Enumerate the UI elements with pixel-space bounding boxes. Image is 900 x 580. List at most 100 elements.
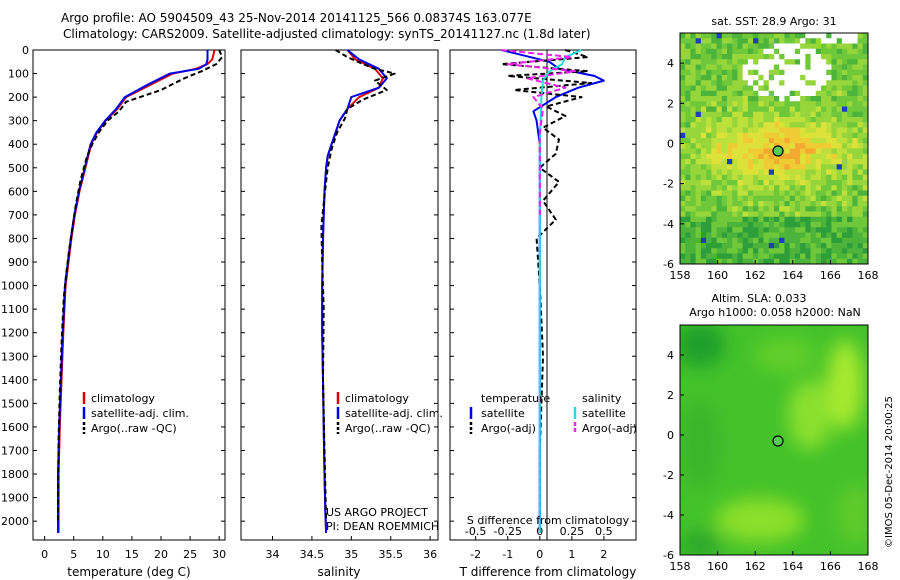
sst-cell bbox=[857, 185, 864, 191]
sst-cell bbox=[841, 195, 848, 202]
sst-cell bbox=[721, 132, 728, 139]
sst-cell bbox=[815, 48, 822, 55]
sst-cell bbox=[789, 132, 796, 139]
sst-cell bbox=[716, 117, 723, 123]
sst-cell bbox=[737, 127, 744, 134]
sla-map-subtitle: Argo h1000: 0.058 h2000: NaN bbox=[689, 306, 861, 319]
sst-cell bbox=[857, 101, 864, 107]
temperature-ytick-label-1100: 1100 bbox=[1, 303, 29, 316]
sst-cell bbox=[800, 59, 806, 65]
sst-cell bbox=[700, 64, 707, 71]
sst-cell bbox=[800, 43, 806, 50]
sst-cell bbox=[680, 80, 686, 86]
temperature-x-ticks: 0 5 10 15 20 25 30 bbox=[41, 536, 226, 561]
sst-cell bbox=[763, 96, 770, 102]
sst-cell bbox=[721, 195, 728, 202]
sst-cell bbox=[779, 85, 785, 92]
sst-cell bbox=[680, 127, 686, 134]
sst-cell bbox=[789, 101, 796, 107]
sst-cell bbox=[685, 153, 691, 160]
sst-cell bbox=[695, 211, 702, 218]
temperature-ytick-label-0: 0 bbox=[22, 44, 29, 57]
sst-cell bbox=[690, 80, 697, 86]
sst-cell bbox=[742, 227, 749, 233]
sst-cell bbox=[695, 96, 702, 102]
sst-cell bbox=[836, 54, 843, 60]
sst-cell bbox=[685, 33, 691, 39]
sst-cell bbox=[747, 117, 754, 123]
sst-cell bbox=[711, 195, 717, 202]
sst-cell bbox=[711, 243, 717, 249]
sst-cell bbox=[721, 69, 728, 76]
sst-cell bbox=[800, 132, 806, 139]
sst-cell bbox=[789, 106, 796, 113]
sst-cell bbox=[753, 80, 759, 86]
sst-cell bbox=[805, 38, 811, 44]
sst-cell bbox=[690, 227, 697, 233]
sla-map-ytick-label-0: 0 bbox=[667, 429, 674, 442]
sst-cell bbox=[695, 248, 702, 254]
sst-cell bbox=[716, 54, 723, 60]
sst-cell bbox=[836, 64, 843, 71]
sst-cell bbox=[695, 43, 702, 50]
sst-cell bbox=[779, 243, 785, 249]
sst-cell bbox=[789, 138, 796, 144]
sst-cell bbox=[794, 232, 801, 239]
sst-cell bbox=[774, 232, 780, 239]
sst-cell bbox=[680, 258, 686, 264]
sst-cell bbox=[841, 122, 848, 128]
sst-cell bbox=[753, 185, 759, 191]
sst-cell bbox=[774, 43, 780, 50]
sst-cell bbox=[753, 201, 759, 207]
sst-cell bbox=[847, 132, 853, 139]
sst-cell bbox=[737, 153, 744, 160]
sst-cell bbox=[784, 122, 791, 128]
sst-cell bbox=[758, 185, 764, 191]
sst-cell bbox=[800, 90, 806, 97]
sst-cell bbox=[737, 195, 744, 202]
sst-cell bbox=[695, 122, 702, 128]
sst-cell bbox=[789, 222, 796, 228]
sst-cell bbox=[747, 85, 754, 92]
temperature-legend: climatology satellite-adj. clim. Argo(..… bbox=[82, 392, 189, 435]
sst-cell bbox=[732, 201, 738, 207]
sst-cell bbox=[784, 138, 791, 144]
sst-cell bbox=[821, 253, 827, 260]
sst-cell bbox=[857, 258, 864, 264]
sst-cell bbox=[690, 211, 697, 218]
sst-cell bbox=[784, 169, 791, 176]
sst-cell bbox=[831, 69, 838, 76]
sst-cell bbox=[721, 190, 728, 197]
sst-cell bbox=[857, 132, 864, 139]
sst-cell bbox=[847, 211, 853, 218]
sst-cell bbox=[852, 69, 858, 76]
sst-cell bbox=[784, 101, 791, 107]
sst-cell bbox=[690, 111, 697, 118]
sst-cell bbox=[779, 48, 785, 55]
sst-cell bbox=[768, 69, 775, 76]
sst-cell bbox=[732, 96, 738, 102]
sst-cell bbox=[831, 253, 838, 260]
sst-cell bbox=[800, 127, 806, 134]
sst-cell bbox=[768, 38, 775, 44]
sst-cell bbox=[784, 143, 791, 149]
salinity-xtick-label-34.5: 34.5 bbox=[300, 548, 325, 561]
sst-cell bbox=[690, 237, 697, 244]
salinity-legend-satellite: satellite-adj. clim. bbox=[345, 407, 443, 420]
sst-cell bbox=[805, 33, 811, 39]
sst-cell bbox=[862, 185, 868, 191]
sst-cell bbox=[821, 48, 827, 55]
sst-cell bbox=[763, 33, 770, 39]
sst-cell bbox=[706, 90, 712, 97]
sst-cell bbox=[716, 237, 723, 244]
sst-cell bbox=[700, 122, 707, 128]
sst-cell bbox=[805, 174, 811, 181]
sst-cell bbox=[753, 148, 759, 155]
temperature-legend-satellite: satellite-adj. clim. bbox=[91, 407, 189, 420]
sst-cell bbox=[789, 122, 796, 128]
sst-cell bbox=[727, 85, 733, 92]
sst-cell bbox=[711, 153, 717, 160]
sst-cell bbox=[753, 127, 759, 134]
sst-cell bbox=[826, 148, 832, 155]
sst-cell bbox=[862, 117, 868, 123]
